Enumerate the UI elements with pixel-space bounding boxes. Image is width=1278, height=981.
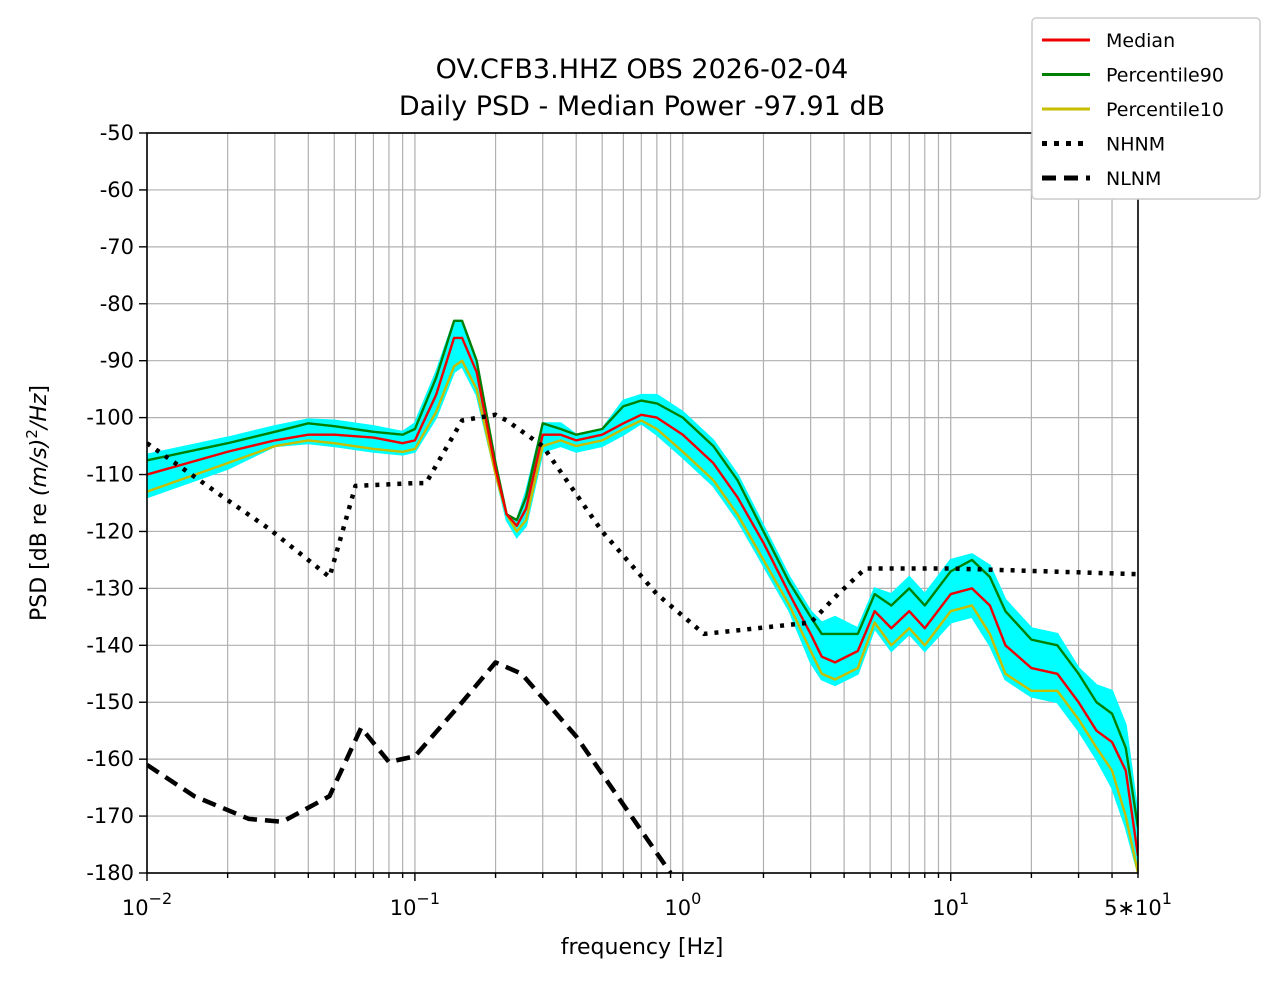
- y-tick-label: -100: [86, 406, 134, 430]
- y-tick-label: -50: [100, 121, 134, 145]
- y-tick-label: -60: [100, 178, 134, 202]
- series-layer: [147, 319, 1138, 873]
- x-tick-label: 10−1: [390, 889, 440, 920]
- y-axis-label-part-4: /Hz: [27, 393, 52, 431]
- y-tick-label: -90: [100, 349, 134, 373]
- series-line-nlnm: [147, 660, 673, 873]
- y-tick-label: -180: [86, 861, 134, 885]
- x-tick-label: 100: [664, 889, 701, 920]
- legend-label-nhnm: NHNM: [1106, 134, 1165, 156]
- y-tick-label: -80: [100, 292, 134, 316]
- y-axis-label-part-1: PSD [dB re: [27, 496, 52, 621]
- series-line-percentile10: [147, 359, 1138, 873]
- x-tick-label: 101: [932, 889, 969, 920]
- chart-title: OV.CFB3.HHZ OBS 2026-02-04: [436, 54, 849, 85]
- y-tick-label: -140: [86, 633, 134, 657]
- legend-label-percentile10: Percentile10: [1106, 99, 1224, 121]
- legend-label-nlnm: NLNM: [1106, 168, 1161, 190]
- y-axis-label: PSD [dB re (m/s)2/Hz]: [23, 385, 52, 621]
- y-tick-label: -160: [86, 747, 134, 771]
- y-axis-label-part-5: ]: [27, 385, 52, 394]
- series-line-percentile90: [147, 319, 1138, 828]
- x-tick-label: 10−2: [122, 889, 172, 920]
- x-axis-ticks: 10−2 10−1 100 101 5∗101: [122, 873, 1172, 920]
- grid-lines: [146, 132, 1139, 874]
- x-tick-label: 5∗101: [1104, 889, 1172, 920]
- y-axis-ticks: -50 -60 -70 -80 -90 -100 -110 -120 -130 -140 -150 -…: [86, 121, 147, 885]
- percentile-envelope: [147, 319, 1138, 873]
- y-tick-label: -130: [86, 576, 134, 600]
- series-line-median: [147, 336, 1138, 857]
- legend: Median Percentile90 Percentile10 NHNM NLNM: [1031, 17, 1261, 200]
- legend-box: [1031, 17, 1261, 200]
- y-tick-label: -150: [86, 690, 134, 714]
- legend-label-median: Median: [1106, 30, 1175, 52]
- plot-frame: [146, 132, 1139, 874]
- x-axis-label: frequency [Hz]: [561, 935, 724, 960]
- y-axis-label-part-2: (m/s): [27, 439, 52, 496]
- y-tick-label: -170: [86, 804, 134, 828]
- legend-label-percentile90: Percentile90: [1106, 65, 1224, 87]
- y-tick-label: -120: [86, 519, 134, 543]
- chart-subtitle: Daily PSD - Median Power -97.91 dB: [399, 91, 885, 122]
- y-tick-label: -110: [86, 463, 134, 487]
- y-axis-label-part-3: 2: [23, 429, 41, 439]
- y-tick-label: -70: [100, 235, 134, 259]
